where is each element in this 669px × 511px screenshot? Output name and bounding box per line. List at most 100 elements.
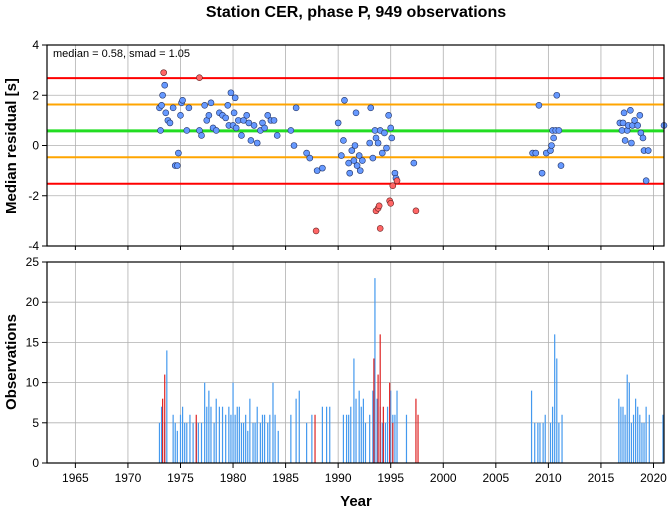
residual-point bbox=[224, 102, 232, 109]
residual-point bbox=[374, 139, 382, 147]
residual-point bbox=[290, 142, 298, 149]
x-tick-label: 1965 bbox=[62, 471, 89, 485]
y-tick-label: -4 bbox=[28, 239, 39, 253]
y-tick-label: 2 bbox=[32, 88, 39, 102]
residual-annotation: median = 0.58, smad = 1.05 bbox=[53, 48, 190, 60]
residual-point bbox=[198, 132, 205, 139]
residual-point bbox=[341, 96, 348, 104]
y-tick-label: 5 bbox=[32, 416, 39, 430]
residual-point bbox=[212, 127, 220, 134]
residual-point bbox=[162, 109, 170, 117]
residual-point bbox=[185, 104, 193, 112]
residual-point bbox=[550, 134, 557, 142]
residual-point-outlier bbox=[196, 74, 203, 81]
residual-point bbox=[351, 142, 359, 149]
residual-point-outlier bbox=[393, 177, 401, 184]
residual-point bbox=[245, 119, 253, 127]
residual-point bbox=[238, 132, 245, 139]
residual-point bbox=[621, 137, 629, 144]
residual-point bbox=[356, 167, 364, 174]
observations-panel: 0 5 10 15 20 25 1965 1970 1975 1980 1985 1990 1995 2… bbox=[3, 246, 667, 510]
residual-point bbox=[250, 122, 258, 129]
residual-point bbox=[253, 139, 261, 147]
x-tick-label: 2000 bbox=[430, 471, 457, 485]
residual-point bbox=[207, 99, 215, 107]
y-tick-label: 0 bbox=[32, 456, 39, 470]
residual-point bbox=[369, 154, 377, 162]
y-tick-label: 15 bbox=[26, 335, 40, 349]
residual-reference-lines bbox=[47, 77, 664, 185]
residual-point bbox=[353, 162, 361, 169]
residual-point bbox=[553, 91, 561, 99]
residual-point bbox=[247, 137, 255, 144]
y-tick-label: 20 bbox=[26, 295, 40, 309]
x-tick-label: 1995 bbox=[377, 471, 404, 485]
x-tick-label: 1980 bbox=[220, 471, 247, 485]
residual-point bbox=[367, 104, 375, 112]
residual-point bbox=[157, 127, 164, 134]
residual-points bbox=[156, 69, 668, 235]
observations-bars bbox=[158, 278, 664, 463]
residual-point bbox=[557, 162, 565, 169]
x-axis-label: Year bbox=[340, 493, 372, 510]
residual-point bbox=[270, 117, 278, 124]
residual-point bbox=[158, 102, 165, 109]
residual-point bbox=[620, 109, 628, 117]
residual-point bbox=[346, 169, 354, 177]
y-tick-label: 0 bbox=[32, 139, 39, 153]
residual-point bbox=[161, 81, 169, 89]
residual-panel: -4 -2 0 2 4 median = 0.58, smad = 1.05 Media… bbox=[3, 38, 668, 253]
residual-point bbox=[548, 142, 555, 149]
residual-point bbox=[227, 89, 235, 97]
residual-point bbox=[179, 96, 186, 104]
residual-point bbox=[535, 102, 543, 109]
residual-point bbox=[619, 119, 627, 127]
residual-point bbox=[383, 144, 390, 152]
residual-point bbox=[538, 169, 546, 177]
x-tick-label: 1985 bbox=[272, 471, 299, 485]
residual-point bbox=[381, 129, 388, 137]
residual-point bbox=[175, 149, 182, 157]
residual-point bbox=[264, 112, 272, 119]
residual-point bbox=[355, 152, 363, 159]
residual-point bbox=[319, 164, 326, 172]
residual-point bbox=[240, 117, 247, 124]
residual-point bbox=[159, 91, 166, 99]
residual-point-outlier bbox=[412, 207, 420, 215]
y-tick-label: 10 bbox=[26, 376, 40, 390]
residual-point bbox=[388, 134, 396, 142]
residual-point bbox=[634, 122, 642, 129]
y-tick-label: -2 bbox=[28, 189, 39, 203]
residual-point bbox=[532, 149, 540, 157]
residual-point bbox=[169, 104, 177, 112]
year-x-ticks: 1965 1970 1975 1980 1985 1990 1995 2000 2005 2010… bbox=[62, 246, 667, 485]
residual-y-ticks: -4 -2 0 2 4 bbox=[28, 38, 47, 253]
residual-point bbox=[292, 104, 300, 112]
residual-point bbox=[345, 159, 352, 167]
residual-point bbox=[338, 152, 345, 159]
residual-point bbox=[348, 147, 356, 154]
x-tick-label: 2010 bbox=[535, 471, 562, 485]
residual-point bbox=[352, 109, 360, 117]
residual-point bbox=[306, 154, 314, 162]
residual-point bbox=[232, 124, 240, 132]
x-tick-label: 2015 bbox=[588, 471, 615, 485]
residual-point bbox=[174, 162, 181, 169]
residual-point-outlier bbox=[160, 69, 167, 76]
chart-title: Station CER, phase P, 949 observations bbox=[206, 4, 506, 21]
residual-point bbox=[334, 119, 342, 127]
x-tick-label: 1970 bbox=[115, 471, 142, 485]
residual-point bbox=[644, 147, 652, 154]
y-tick-label: 4 bbox=[32, 38, 39, 52]
residual-point bbox=[313, 167, 321, 174]
residual-point bbox=[231, 94, 239, 102]
x-tick-label: 1975 bbox=[167, 471, 194, 485]
residual-point bbox=[183, 127, 191, 134]
residual-point-outlier bbox=[389, 182, 397, 189]
residual-point bbox=[631, 117, 638, 124]
residual-point bbox=[387, 124, 395, 132]
residual-point bbox=[166, 119, 174, 127]
residual-point bbox=[273, 132, 281, 139]
residual-point bbox=[222, 114, 229, 122]
